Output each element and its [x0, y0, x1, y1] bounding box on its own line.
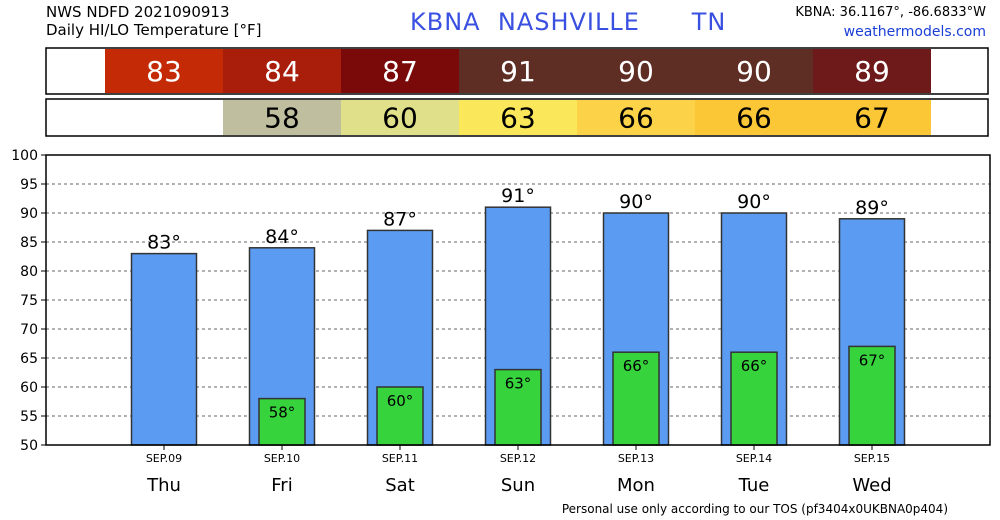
lo-bar — [612, 351, 660, 446]
lo-strip-value: 58 — [264, 102, 300, 135]
x-date-label: SEP.13 — [618, 452, 654, 465]
x-date-label: SEP.11 — [382, 452, 418, 465]
y-tick-label: 55 — [20, 409, 38, 425]
lo-bar — [376, 386, 424, 446]
lo-bar — [494, 368, 542, 446]
y-tick-label: 70 — [20, 322, 38, 338]
x-day-label: Mon — [617, 475, 655, 496]
x-date-label: SEP.15 — [854, 452, 890, 465]
lo-strip-cell — [695, 100, 813, 135]
hi-bar-label: 90° — [737, 191, 771, 213]
lo-strip-cell — [341, 100, 459, 135]
lo-bar-label: 60° — [387, 392, 414, 410]
lo-strip-cell — [223, 100, 341, 135]
temperature-strips: 83 84 87 91 90 90 89 58 60 63 66 66 67 — [45, 47, 989, 137]
y-tick-label: 60 — [20, 380, 38, 396]
lo-strip-value: 66 — [736, 102, 772, 135]
hi-strip-value: 83 — [146, 55, 182, 88]
hi-bar — [130, 252, 198, 446]
hi-strip-cell — [695, 49, 813, 93]
x-day-label: Sat — [385, 475, 415, 496]
hi-bar-label: 91° — [501, 185, 535, 207]
station-coords: KBNA: 36.1167°, -86.6833°W — [795, 5, 986, 20]
x-day-label: Thu — [146, 475, 181, 496]
hi-strip-cell — [105, 49, 223, 93]
y-tick-label: 80 — [20, 264, 38, 280]
hi-strip-cell — [341, 49, 459, 93]
lo-bar-label: 58° — [269, 404, 296, 422]
y-tick-label: 90 — [20, 206, 38, 222]
y-tick-label: 50 — [20, 438, 38, 454]
x-day-label: Tue — [738, 475, 770, 496]
hi-bar-label: 83° — [147, 232, 181, 254]
station-state: TN — [691, 8, 727, 36]
lo-bar-label: 66° — [741, 357, 768, 375]
lo-strip-value: 60 — [382, 102, 418, 135]
y-tick-label: 75 — [20, 293, 38, 309]
lo-strip-cell — [459, 100, 577, 135]
x-day-label: Sun — [501, 475, 535, 496]
lo-bar-label: 66° — [623, 357, 650, 375]
hi-bar-label: 90° — [619, 191, 653, 213]
hi-strip-cell — [459, 49, 577, 93]
x-date-label: SEP.14 — [736, 452, 772, 465]
hi-bar-label: 89° — [855, 197, 889, 219]
x-date-label: SEP.09 — [146, 452, 182, 465]
lo-strip-value: 67 — [854, 102, 890, 135]
hi-strip-value: 87 — [382, 55, 418, 88]
lo-bar-label: 67° — [859, 351, 886, 369]
lo-strip-cell — [813, 100, 931, 135]
title-line-2: Daily HI/LO Temperature [°F] — [46, 21, 262, 39]
hi-bar-label: 87° — [383, 208, 417, 230]
x-date-label: SEP.12 — [500, 452, 536, 465]
hi-strip-cell — [223, 49, 341, 93]
hi-strip-cell — [577, 49, 695, 93]
hi-strip-value: 90 — [618, 55, 654, 88]
hi-strip-value: 84 — [264, 55, 300, 88]
hi-strip-value: 89 — [854, 55, 890, 88]
y-tick-label: 95 — [20, 177, 38, 193]
plot-area: 50 55 60 65 70 75 80 85 90 95 100 83° 84° 58° 87° 60° 91… — [11, 148, 991, 496]
lo-strip-value: 66 — [618, 102, 654, 135]
x-day-label: Fri — [271, 475, 292, 496]
x-date-label: SEP.10 — [264, 452, 300, 465]
y-tick-label: 85 — [20, 235, 38, 251]
lo-strip-cell — [577, 100, 695, 135]
x-day-label: Wed — [852, 475, 891, 496]
y-tick-label: 100 — [11, 148, 38, 164]
station-name: NASHVILLE — [497, 8, 640, 36]
site-link[interactable]: weathermodels.com — [843, 24, 986, 40]
station-title: KBNA NASHVILLE TN — [410, 8, 726, 36]
lo-bar — [848, 345, 896, 446]
title-line-1: NWS NDFD 2021090913 — [46, 3, 230, 21]
hi-strip-value: 90 — [736, 55, 772, 88]
lo-strip-value: 63 — [500, 102, 536, 135]
y-tick-label: 65 — [20, 351, 38, 367]
hi-bar-label: 84° — [265, 226, 299, 248]
hi-strip-cell — [813, 49, 931, 93]
station-id: KBNA — [410, 8, 481, 36]
hi-strip-value: 91 — [500, 55, 536, 88]
footer-notice: Personal use only according to our TOS (… — [561, 502, 948, 516]
lo-bar-label: 63° — [505, 375, 532, 393]
